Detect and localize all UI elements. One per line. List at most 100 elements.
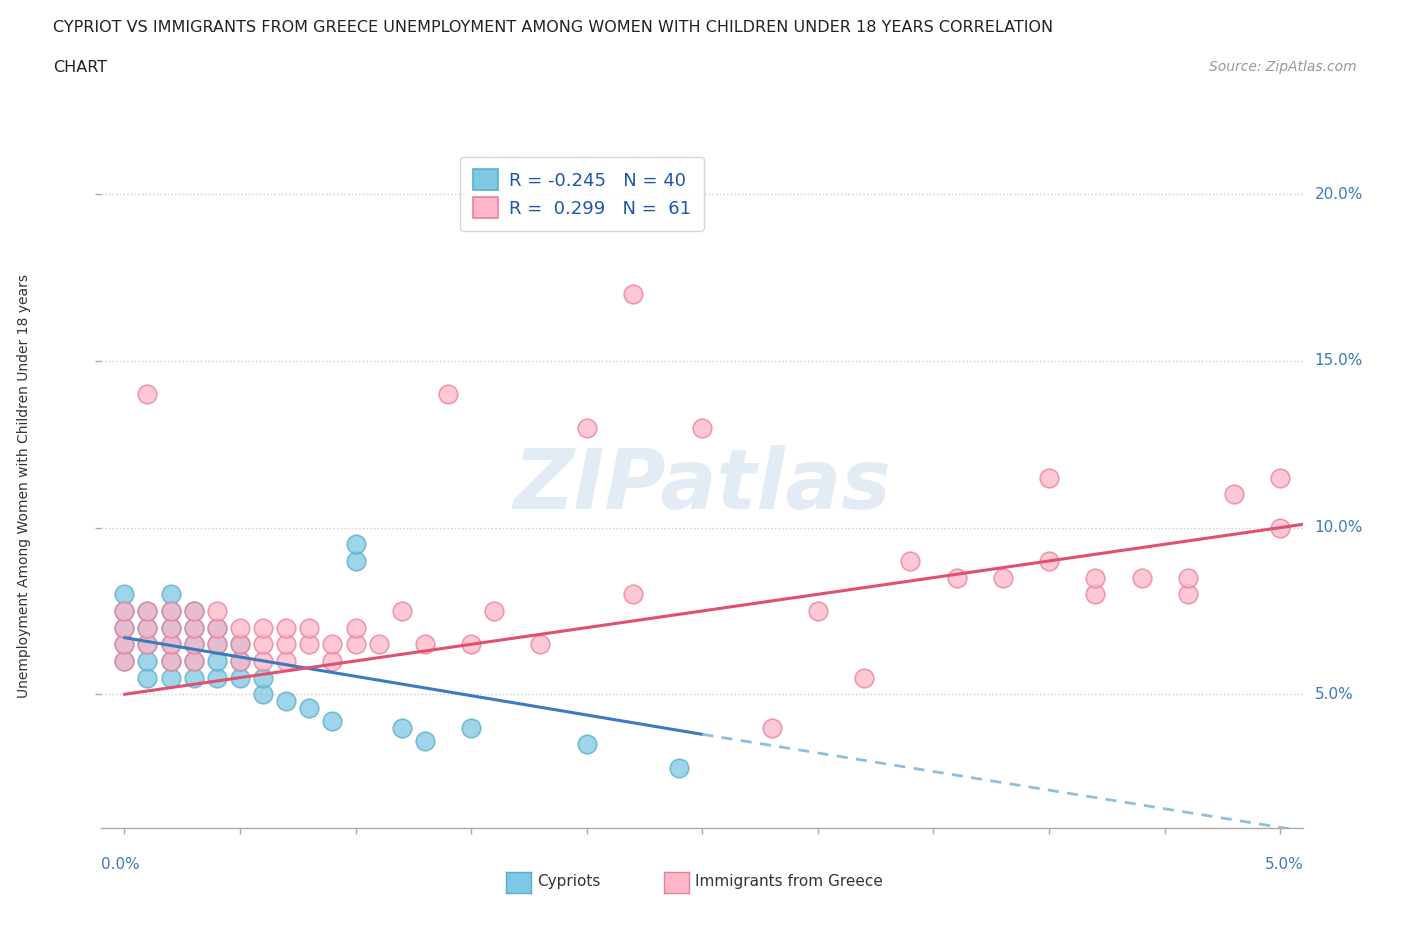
Point: [136, 620, 159, 635]
Point: [344, 637, 367, 652]
Point: [252, 654, 274, 669]
Point: [229, 637, 252, 652]
Point: [183, 671, 205, 685]
Point: [1084, 587, 1107, 602]
Point: [575, 420, 598, 435]
Point: [159, 637, 181, 652]
Point: [391, 604, 413, 618]
Point: [1038, 553, 1060, 568]
Point: [112, 620, 135, 635]
Text: 5.0%: 5.0%: [1264, 857, 1303, 872]
Text: 10.0%: 10.0%: [1315, 520, 1362, 535]
Point: [807, 604, 830, 618]
Point: [1270, 520, 1292, 535]
Point: [853, 671, 876, 685]
Point: [205, 604, 228, 618]
Point: [252, 687, 274, 702]
Point: [1223, 486, 1246, 501]
Point: [159, 604, 181, 618]
Point: [344, 537, 367, 551]
Text: Source: ZipAtlas.com: Source: ZipAtlas.com: [1209, 60, 1357, 73]
Point: [183, 637, 205, 652]
Point: [159, 671, 181, 685]
Point: [413, 734, 436, 749]
Point: [413, 637, 436, 652]
Point: [621, 286, 644, 301]
Point: [1177, 570, 1199, 585]
Point: [229, 654, 252, 669]
Point: [112, 637, 135, 652]
Text: 20.0%: 20.0%: [1315, 187, 1362, 202]
Text: 0.0%: 0.0%: [101, 857, 141, 872]
Point: [761, 720, 783, 735]
Point: [1038, 471, 1060, 485]
Point: [276, 637, 298, 652]
Point: [136, 637, 159, 652]
Point: [183, 654, 205, 669]
Point: [276, 694, 298, 709]
Point: [229, 637, 252, 652]
Point: [136, 637, 159, 652]
Point: [159, 654, 181, 669]
Point: [112, 587, 135, 602]
Point: [991, 570, 1014, 585]
Point: [1177, 587, 1199, 602]
Point: [344, 553, 367, 568]
Point: [229, 671, 252, 685]
Point: [252, 671, 274, 685]
Point: [276, 620, 298, 635]
Point: [276, 654, 298, 669]
Point: [136, 671, 159, 685]
Point: [229, 620, 252, 635]
Point: [112, 604, 135, 618]
Text: 15.0%: 15.0%: [1315, 353, 1362, 368]
Point: [159, 620, 181, 635]
Point: [112, 654, 135, 669]
Point: [159, 637, 181, 652]
Point: [136, 620, 159, 635]
Text: CHART: CHART: [53, 60, 107, 74]
Point: [112, 620, 135, 635]
Text: Unemployment Among Women with Children Under 18 years: Unemployment Among Women with Children U…: [17, 274, 31, 698]
Point: [183, 604, 205, 618]
Point: [460, 720, 482, 735]
Text: 5.0%: 5.0%: [1315, 687, 1354, 702]
Point: [112, 654, 135, 669]
Point: [205, 620, 228, 635]
Point: [367, 637, 389, 652]
Point: [229, 654, 252, 669]
Text: CYPRIOT VS IMMIGRANTS FROM GREECE UNEMPLOYMENT AMONG WOMEN WITH CHILDREN UNDER 1: CYPRIOT VS IMMIGRANTS FROM GREECE UNEMPL…: [53, 20, 1053, 35]
Point: [136, 387, 159, 402]
Point: [183, 637, 205, 652]
Point: [112, 637, 135, 652]
Point: [898, 553, 921, 568]
Point: [1084, 570, 1107, 585]
Point: [136, 604, 159, 618]
Point: [159, 654, 181, 669]
Point: [183, 654, 205, 669]
Point: [298, 620, 321, 635]
Point: [460, 637, 482, 652]
Point: [1130, 570, 1153, 585]
Point: [205, 620, 228, 635]
Point: [621, 587, 644, 602]
Point: [1270, 471, 1292, 485]
Point: [529, 637, 551, 652]
Point: [344, 620, 367, 635]
Text: Cypriots: Cypriots: [537, 874, 600, 889]
Point: [252, 620, 274, 635]
Point: [136, 604, 159, 618]
Point: [159, 620, 181, 635]
Point: [159, 587, 181, 602]
Text: ZIPatlas: ZIPatlas: [513, 445, 891, 526]
Point: [668, 760, 690, 775]
Point: [205, 654, 228, 669]
Point: [321, 713, 343, 728]
Point: [205, 637, 228, 652]
Point: [298, 700, 321, 715]
Point: [183, 620, 205, 635]
Point: [298, 637, 321, 652]
Text: Immigrants from Greece: Immigrants from Greece: [695, 874, 883, 889]
Point: [321, 637, 343, 652]
Point: [159, 604, 181, 618]
